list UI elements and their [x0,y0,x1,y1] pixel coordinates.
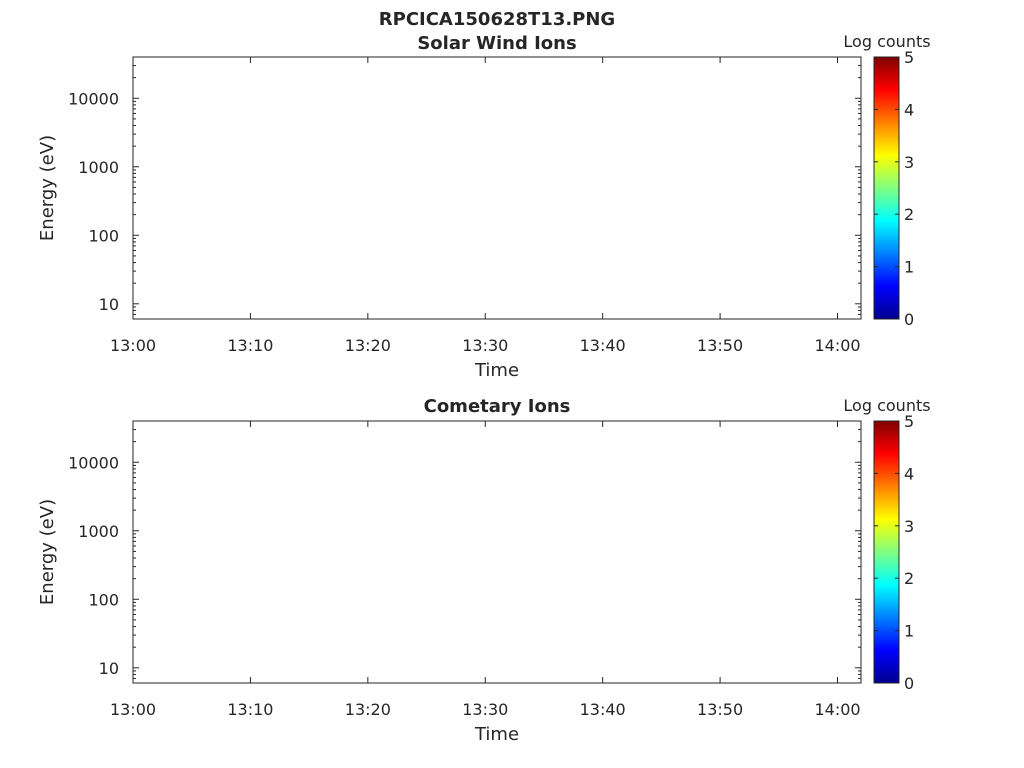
y-axis-label: Energy (eV) [37,499,58,605]
colorbar-tick-label: 5 [904,412,914,431]
y-tick-label: 1000 [78,158,119,177]
colorbar-tick-label: 3 [904,517,914,536]
x-tick-label: 14:00 [814,336,860,355]
panel-title: Solar Wind Ions [417,33,576,54]
colorbar-tick-label: 1 [904,258,914,277]
y-tick-label: 10 [99,295,119,314]
y-tick-label: 100 [88,226,119,245]
x-axis-label: Time [474,724,519,745]
y-axis-label: Energy (eV) [37,135,58,241]
x-tick-label: 13:00 [110,700,156,719]
y-tick-label: 10000 [68,89,119,108]
y-tick-label: 100 [88,590,119,609]
x-tick-label: 13:30 [462,336,508,355]
colorbar-tick-label: 0 [904,310,914,329]
colorbar-tick-label: 0 [904,674,914,693]
panel-cometary-ions: Cometary Ions 13:00 13:10 13:20 13:30 13:40 1… [37,396,931,745]
x-tick-label: 13:40 [580,700,626,719]
y-tick-label: 1000 [78,522,119,541]
plot-frame [132,56,862,320]
plot-frame [132,420,862,684]
x-tick-label: 13:10 [227,700,273,719]
x-ticks: 13:00 13:10 13:20 13:30 13:40 13:50 14:00 [110,57,861,355]
y-tick-label: 10 [99,659,119,678]
x-tick-label: 13:50 [697,700,743,719]
colorbar-tick-label: 4 [904,100,914,119]
x-tick-label: 13:00 [110,336,156,355]
x-tick-label: 13:10 [227,336,273,355]
colorbar-tick-label: 4 [904,464,914,483]
x-axis-label: Time [474,360,519,381]
x-ticks: 13:00 13:10 13:20 13:30 13:40 13:50 14:00 [110,421,861,719]
colorbar-label: Log counts [843,396,930,415]
x-tick-label: 14:00 [814,700,860,719]
panel-solar-wind-ions: Solar Wind Ions 13:00 13:10 13:20 13:30 13:4… [37,32,931,381]
colorbar-tick-label: 2 [904,569,914,588]
figure-title: RPCICA150628T13.PNG [379,9,615,30]
colorbar-ticks: 0 1 2 3 4 5 [874,412,914,693]
x-tick-label: 13:40 [580,336,626,355]
x-tick-label: 13:20 [345,700,391,719]
x-tick-label: 13:50 [697,336,743,355]
y-ticks: 10 100 1000 10000 [68,56,861,320]
colorbar-label: Log counts [843,32,930,51]
colorbar-tick-label: 2 [904,205,914,224]
colorbar [873,420,900,684]
colorbar-tick-label: 1 [904,622,914,641]
x-tick-label: 13:20 [345,336,391,355]
colorbar-tick-label: 3 [904,153,914,172]
colorbar-tick-label: 5 [904,48,914,67]
y-ticks: 10 100 1000 10000 [68,420,861,684]
colorbar [873,56,900,320]
y-tick-label: 10000 [68,453,119,472]
x-tick-label: 13:30 [462,700,508,719]
panel-title: Cometary Ions [424,396,571,417]
colorbar-ticks: 0 1 2 3 4 5 [874,48,914,329]
